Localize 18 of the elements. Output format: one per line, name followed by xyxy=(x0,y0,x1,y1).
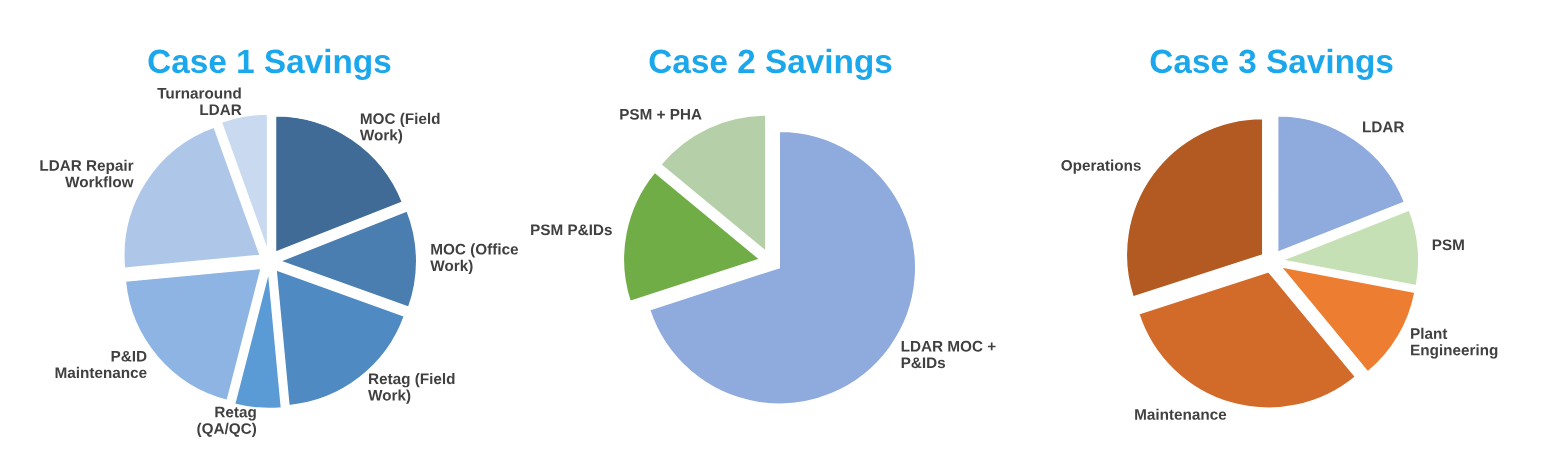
slice-label: P&ID Maintenance xyxy=(55,350,147,379)
slice-label: PSM xyxy=(1432,239,1464,251)
slice-label: LDAR MOC + P&IDs xyxy=(901,340,996,369)
slice-label: Maintenance xyxy=(1135,408,1227,420)
slice-label: MOC (Field Work) xyxy=(359,112,440,144)
slice-label: Retag (Field Work) xyxy=(368,372,455,404)
chart-title: Case 3 Savings xyxy=(1150,48,1393,80)
slice-label: Retag (QA/QC) xyxy=(197,406,257,437)
chart-title: Case 1 Savings xyxy=(148,48,391,80)
slice-label: Turnaround LDAR xyxy=(157,87,242,115)
chart-title: Case 2 Savings xyxy=(649,48,892,80)
slice-label: Plant Engineering xyxy=(1411,327,1498,359)
slice-label: PSM P&IDs xyxy=(531,224,612,236)
slice-label: PSM + PHA xyxy=(620,108,702,120)
slice-label: Operations xyxy=(1061,159,1141,174)
slice-label: LDAR xyxy=(1363,121,1405,133)
slice-label: MOC (Office Work) xyxy=(430,243,519,275)
slice-label: LDAR Repair Workflow xyxy=(40,159,134,188)
